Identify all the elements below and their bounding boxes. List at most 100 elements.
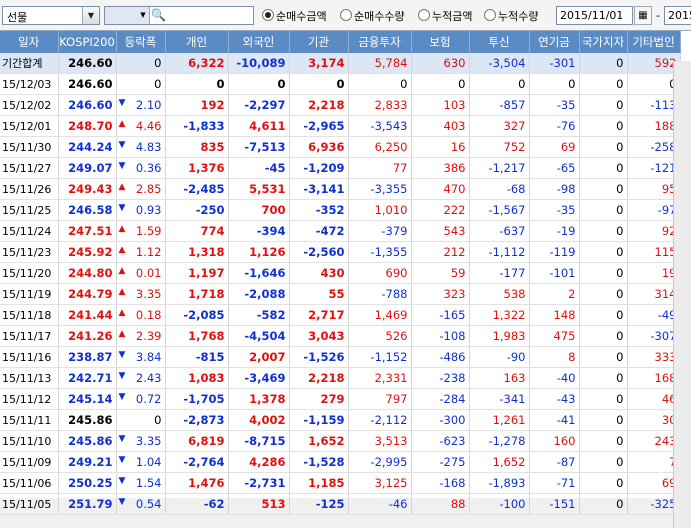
kospi200-cell: 249.07 — [58, 157, 117, 179]
column-header[interactable]: 개인 — [165, 31, 229, 53]
column-header[interactable]: 연기금 — [529, 31, 580, 53]
pension-fund-cell: -119 — [529, 241, 580, 263]
kospi200-cell: 249.43 — [58, 178, 117, 200]
column-header[interactable]: 보험 — [411, 31, 470, 53]
table-row[interactable]: 15/11/23 245.92 ▲ 1.12 1,318 1,126 -2,560 -1,35… — [0, 241, 681, 263]
data-table: 일자 KOSPI200 등락폭 개인 외국인 기관 금융투자 보험 투신 연기금 국가지자 기타법인 … — [0, 31, 681, 515]
search-icon[interactable]: 🔍 — [151, 8, 166, 22]
date-cell: 15/11/25 — [0, 199, 59, 221]
column-header[interactable]: 국가지자 — [579, 31, 628, 53]
investment-trust-cell: -1,217 — [469, 157, 530, 179]
table-row[interactable]: 15/11/10 245.86 ▼ 3.35 6,819 -8,715 1,652 3,513… — [0, 430, 681, 452]
kospi200-cell: 241.44 — [58, 304, 117, 326]
radio-dot[interactable] — [262, 9, 274, 21]
column-header[interactable]: KOSPI200 — [58, 31, 117, 53]
summary-row[interactable]: 기간합계 246.60 0 6,322 -10,089 3,174 5,784 630 -3,5… — [0, 53, 681, 74]
chevron-down-icon[interactable]: ▼ — [140, 11, 146, 19]
radio-dot[interactable] — [484, 9, 496, 21]
table-row[interactable]: 15/12/01 248.70 ▲ 4.46 -1,833 4,611 -2,965 -3,5… — [0, 115, 681, 137]
change-cell: ▼ 1.04 — [116, 451, 166, 473]
table-row[interactable]: 15/11/11 245.86 0 -2,873 4,002 -1,159 -2,112 -3… — [0, 409, 681, 431]
change-value: 3.35 — [135, 287, 162, 301]
insurance-cell: -275 — [411, 451, 470, 473]
table-row[interactable]: 15/11/06 250.25 ▼ 1.54 1,476 -2,731 1,185 3,125… — [0, 472, 681, 494]
change-cell: ▲ 2.39 — [116, 325, 166, 347]
table-row[interactable]: 15/11/12 245.14 ▼ 0.72 -1,705 1,378 279 797 -284… — [0, 388, 681, 410]
radio-net-amount[interactable]: 순매수금액 — [262, 8, 327, 24]
market-select[interactable]: 선물 ▼ — [2, 6, 100, 25]
financial-investment-cell: -788 — [348, 283, 412, 305]
table-row[interactable]: 15/11/09 249.21 ▼ 1.04 -2,764 4,286 -1,528 -2,9… — [0, 451, 681, 473]
individual-cell: -2,485 — [165, 178, 229, 200]
table-row[interactable]: 15/11/20 244.80 ▲ 0.01 1,197 -1,646 430 690 59 -1… — [0, 262, 681, 284]
up-triangle-icon: ▲ — [118, 245, 126, 255]
change-value: 4.83 — [135, 140, 162, 154]
government-cell: 0 — [579, 199, 628, 221]
insurance-cell: 103 — [411, 94, 470, 116]
column-header[interactable]: 외국인 — [228, 31, 290, 53]
radio-cumulative-quantity[interactable]: 누적수량 — [484, 8, 538, 24]
search-category-select[interactable]: ▼ — [105, 7, 150, 24]
search-input[interactable]: ▼ 🔍 — [104, 6, 254, 25]
down-triangle-icon: ▼ — [118, 161, 126, 171]
table-row[interactable]: 15/11/24 247.51 ▲ 1.59 774 -394 -472 -379 543 -63… — [0, 220, 681, 242]
individual-cell: 1,083 — [165, 367, 229, 389]
financial-investment-cell: -379 — [348, 220, 412, 242]
change-value: 2.85 — [135, 182, 162, 196]
table-row[interactable]: 15/11/27 249.07 ▼ 0.36 1,376 -45 -1,209 77 386 -1… — [0, 157, 681, 179]
radio-net-quantity[interactable]: 순매수수량 — [340, 8, 405, 24]
date-cell: 15/11/06 — [0, 472, 59, 494]
pension-fund-cell: 160 — [529, 430, 580, 452]
table-row[interactable]: 15/11/19 244.79 ▲ 3.35 1,718 -2,088 55 -788 323 5… — [0, 283, 681, 305]
financial-investment-cell: -3,355 — [348, 178, 412, 200]
radio-dot[interactable] — [418, 9, 430, 21]
table-row[interactable]: 15/11/16 238.87 ▼ 3.84 -815 2,007 -1,526 -1,152… — [0, 346, 681, 368]
up-triangle-icon: ▲ — [118, 308, 126, 318]
kospi200-cell: 249.21 — [58, 451, 117, 473]
kospi200-cell: 238.87 — [58, 346, 117, 368]
government-cell: 0 — [579, 94, 628, 116]
column-header[interactable]: 금융투자 — [348, 31, 412, 53]
table-row[interactable]: 15/11/26 249.43 ▲ 2.85 -2,485 5,531 -3,141 -3,3… — [0, 178, 681, 200]
pension-fund-cell: -35 — [529, 94, 580, 116]
column-header[interactable]: 등락폭 — [116, 31, 166, 53]
change-cell: ▲ 3.35 — [116, 283, 166, 305]
government-cell: 0 — [579, 325, 628, 347]
table-row[interactable]: 15/11/30 244.24 ▼ 4.83 835 -7,513 6,936 6,250 16… — [0, 136, 681, 158]
calendar-icon[interactable]: ▦ — [634, 6, 652, 25]
institution-cell: -1,159 — [289, 409, 349, 431]
table-row[interactable]: 15/11/13 242.71 ▼ 2.43 1,083 -3,469 2,218 2,331… — [0, 367, 681, 389]
change-value: 0.36 — [135, 161, 162, 175]
table-row[interactable]: 15/11/18 241.44 ▲ 0.18 -2,085 -582 2,717 1,469-… — [0, 304, 681, 326]
date-from-input[interactable]: 2015/11/01 — [556, 6, 633, 25]
column-header[interactable]: 기관 — [289, 31, 349, 53]
radio-dot[interactable] — [340, 9, 352, 21]
foreign-cell: 4,286 — [228, 451, 290, 473]
pension-fund-cell: -41 — [529, 409, 580, 431]
foreign-cell: 4,611 — [228, 115, 290, 137]
institution-cell: -2,965 — [289, 115, 349, 137]
kospi200-cell: 246.60 — [58, 73, 117, 95]
column-header[interactable]: 투신 — [469, 31, 530, 53]
institution-cell: 0 — [289, 73, 349, 95]
insurance-cell: 386 — [411, 157, 470, 179]
column-header[interactable]: 기타법인 — [627, 31, 681, 53]
date-to-input[interactable]: 2015 — [664, 6, 691, 25]
table-row[interactable]: 15/11/17 241.26 ▲ 2.39 1,768 -4,504 3,043 526 -1… — [0, 325, 681, 347]
kospi200-cell: 242.71 — [58, 367, 117, 389]
insurance-cell: -168 — [411, 472, 470, 494]
date-cell: 15/11/17 — [0, 325, 59, 347]
column-header[interactable]: 일자 — [0, 31, 59, 53]
pension-fund-cell: -98 — [529, 178, 580, 200]
chevron-down-icon[interactable]: ▼ — [82, 7, 99, 24]
vertical-scrollbar[interactable] — [673, 61, 691, 528]
table-row[interactable]: 15/11/25 246.58 ▼ 0.93 -250 700 -352 1,010 222 -1… — [0, 199, 681, 221]
other-corporation-cell: -307 — [627, 325, 681, 347]
down-triangle-icon: ▼ — [118, 140, 126, 150]
change-cell: ▲ 1.12 — [116, 241, 166, 263]
change-cell: ▼ 3.84 — [116, 346, 166, 368]
table-row[interactable]: 15/12/02 246.60 ▼ 2.10 192 -2,297 2,218 2,833 10… — [0, 94, 681, 116]
date-cell: 15/11/20 — [0, 262, 59, 284]
radio-cumulative-amount[interactable]: 누적금액 — [418, 8, 472, 24]
